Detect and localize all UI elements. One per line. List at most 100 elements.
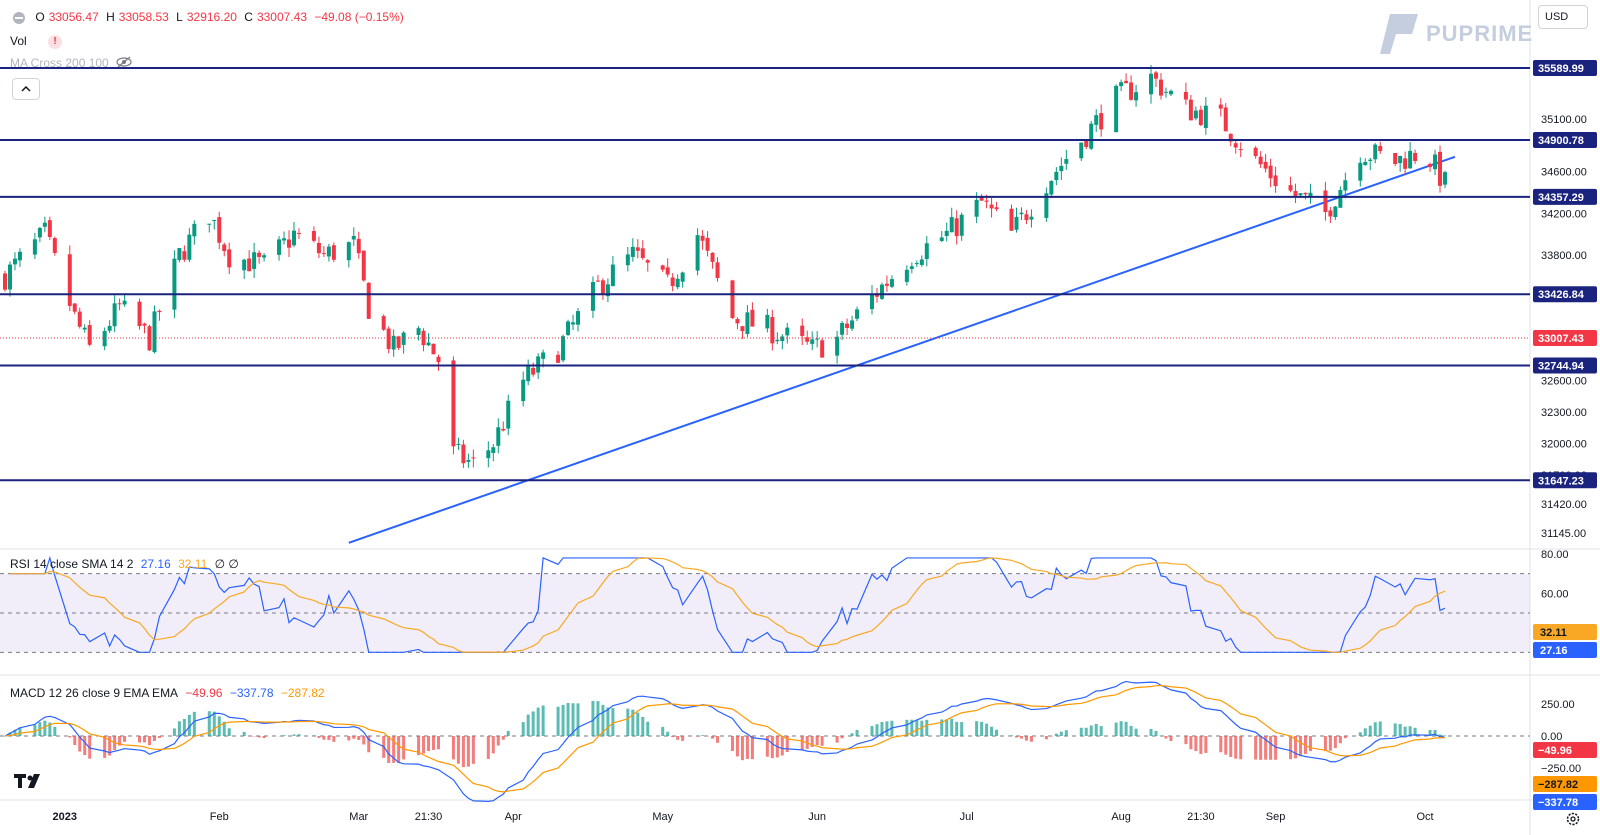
candle-body [1158,79,1163,96]
macd-histogram-bar [347,736,351,741]
candle-body [909,266,914,269]
macd-histogram-bar [1393,723,1397,736]
last-price-badge [1533,330,1597,347]
candle-body [556,354,561,363]
macd-histogram-bar [1269,736,1273,760]
candle-body [1094,115,1099,125]
candle-body [944,230,949,236]
macd-histogram-bar [561,704,565,736]
candle-body [506,400,511,429]
candle-body [1258,156,1263,165]
macd-histogram-bar [1089,725,1093,736]
macd-histogram-bar [1129,725,1133,736]
macd-histogram-bar [596,701,600,736]
x-axis-label: Sep [1266,811,1286,823]
candle-body [461,444,466,464]
candle-body [117,303,122,305]
candle-body [1308,192,1313,198]
macd-histogram-bar [397,736,401,764]
candle-body [605,284,610,297]
candle-body [262,255,267,258]
candle-body [1193,110,1198,119]
macd-histogram-bar [491,736,495,754]
candle-body [356,238,361,254]
candle-body [989,204,994,209]
macd-histogram-bar [735,736,739,757]
low-key: L [176,10,183,24]
candle-body [675,278,680,288]
macd-signal-line [4,685,1446,793]
macd-histogram-bar [8,732,12,736]
candle-body [1089,123,1094,149]
candle-body [670,277,675,287]
candle-body [785,327,790,336]
macd-histogram-bar [875,724,879,736]
candle-body [1333,206,1338,218]
macd-histogram-bar [212,711,216,736]
candle-body [680,272,685,282]
macd-histogram-bar [1010,735,1014,736]
macd-histogram-bar [820,736,824,746]
macd-histogram-bar [611,708,615,736]
macd-histogram-bar [1308,736,1312,752]
price-tick-label: 32000.00 [1541,438,1587,450]
macd-histogram-bar [317,736,321,738]
candle-body [1019,212,1024,215]
warning-icon[interactable]: ! [48,34,63,49]
macd-histogram-bar [950,718,954,736]
candle-body [1134,92,1139,101]
currency-button[interactable]: USD [1538,5,1588,29]
macd-histogram-bar [68,736,72,738]
rsi-legend: RSI 14 close SMA 14 2 27.16 32.11 ∅ ∅ [10,557,243,571]
candle-body [571,322,576,325]
candle-body [1054,171,1059,181]
candle-body [1064,159,1069,164]
x-axis-label: 21:30 [415,811,443,823]
x-axis-label: Feb [210,811,229,823]
candle-body [7,264,12,290]
macd-histogram-bar [1234,736,1238,759]
candle-body [855,309,860,319]
macd-histogram-bar [995,729,999,736]
candle-body [904,269,909,282]
candle-body [1044,193,1049,218]
tradingview-logo-icon[interactable] [14,772,46,795]
macd-histogram-bar [661,726,665,736]
collapse-legend-button[interactable] [12,78,40,100]
candle-body [924,243,929,259]
candle-body [1338,189,1343,208]
settings-gear-icon[interactable] [1565,811,1581,832]
macd-histogram-bar [526,714,530,736]
candle-body [192,223,197,237]
macd-signal-badge-label: −287.82 [1538,779,1578,791]
candle-body [665,267,670,275]
symbol-collapse-icon[interactable] [10,11,28,25]
macd-histogram-bar [427,736,431,752]
macd-histogram-bar [1408,726,1412,736]
macd-histogram-bar [1264,736,1268,760]
candle-body [466,459,471,462]
macd-histogram-bar [187,714,191,736]
macd-histogram-bar [1194,736,1198,752]
high-value: 33058.53 [118,10,169,24]
candle-body [1328,210,1333,217]
candle-body [451,360,456,447]
macd-histogram-bar [1289,736,1293,760]
candle-body [959,214,964,236]
macd-histogram-bar [1159,735,1163,736]
macd-histogram-bar [765,736,769,757]
macd-histogram-bar [43,720,47,736]
eye-hidden-icon[interactable] [116,56,132,71]
macd-histogram-bar [262,736,266,738]
candle-body [1373,144,1378,160]
candle-body [541,352,546,359]
candle-body [212,220,217,222]
macd-histogram-bar [925,719,929,736]
macd-histogram-bar [422,736,426,754]
macd-histogram-bar [750,736,754,760]
close-value: 33007.43 [256,10,307,24]
macd-histogram-bar [990,726,994,736]
candle-body [625,254,630,266]
candle-body [775,339,780,342]
